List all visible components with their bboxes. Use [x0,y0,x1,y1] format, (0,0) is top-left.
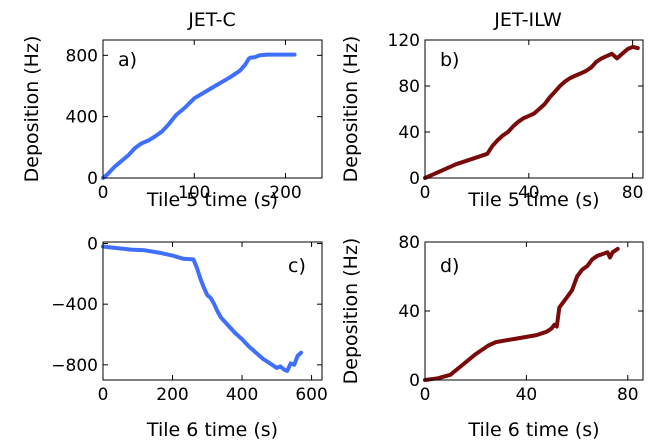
series-line [101,244,304,373]
x-tick-label: 600 [295,385,327,405]
panel-4: 0 40 80 0 40 80 Tile 6 time (s) Deposition (Hz)… [340,233,644,441]
x-tick-label: 40 [516,385,538,405]
plot-frame [102,39,323,179]
series-line [423,246,620,382]
panel-label: d) [440,255,459,277]
y-tick-label: 0 [87,235,98,255]
y-axis-label: Deposition (Hz) [340,36,362,183]
series-line [423,44,640,180]
y-tick-label: 40 [398,123,420,143]
y-tick-label: 0 [409,371,420,391]
y-tick-label: −400 [51,295,98,315]
y-tick-label: 0 [409,169,420,189]
panel-label: c) [288,255,306,277]
panel-3: 0 200 400 600 0 −400 −800 Tile 6 time (s) c) [51,235,328,441]
plot-frame [102,241,323,381]
panel-2: 0 40 80 0 40 80 120 Tile 5 time (s) Deposition (… [340,31,644,211]
x-tick-label: 200 [156,385,188,405]
y-tick-label: −800 [51,356,98,376]
x-axis-label: Tile 5 time (s) [146,189,278,211]
y-axis-label: Deposition (Hz) [21,36,43,183]
x-tick-label: 100 [178,183,210,203]
plot-frame [424,39,644,179]
y-tick-label: 80 [398,233,420,253]
column-title-jet-ilw: JET-ILW [493,9,562,31]
series-line [101,52,297,180]
y-tick-label: 800 [66,46,98,66]
x-tick-label: 0 [98,385,109,405]
x-tick-label: 40 [518,183,540,203]
x-tick-label: 400 [226,385,258,405]
panel-1: 0 100 200 0 400 800 Tile 5 time (s) Deposition … [21,36,323,211]
x-tick-label: 200 [269,183,301,203]
y-tick-label: 80 [398,77,420,97]
y-tick-label: 40 [398,302,420,322]
panel-label: b) [440,49,459,71]
x-tick-label: 80 [622,183,644,203]
y-axis-label: Deposition (Hz) [340,238,362,385]
x-axis-label: Tile 5 time (s) [467,189,599,211]
x-tick-label: 0 [420,183,431,203]
y-tick-label: 0 [87,169,98,189]
x-tick-label: 0 [420,385,431,405]
column-title-jet-c: JET-C [187,9,236,31]
panel-label: a) [118,49,137,71]
x-axis-label: Tile 6 time (s) [146,419,278,441]
y-tick-label: 400 [66,108,98,128]
x-axis-label: Tile 6 time (s) [467,419,599,441]
x-tick-label: 80 [617,385,639,405]
x-tick-label: 0 [98,183,109,203]
y-tick-label: 120 [388,31,420,51]
